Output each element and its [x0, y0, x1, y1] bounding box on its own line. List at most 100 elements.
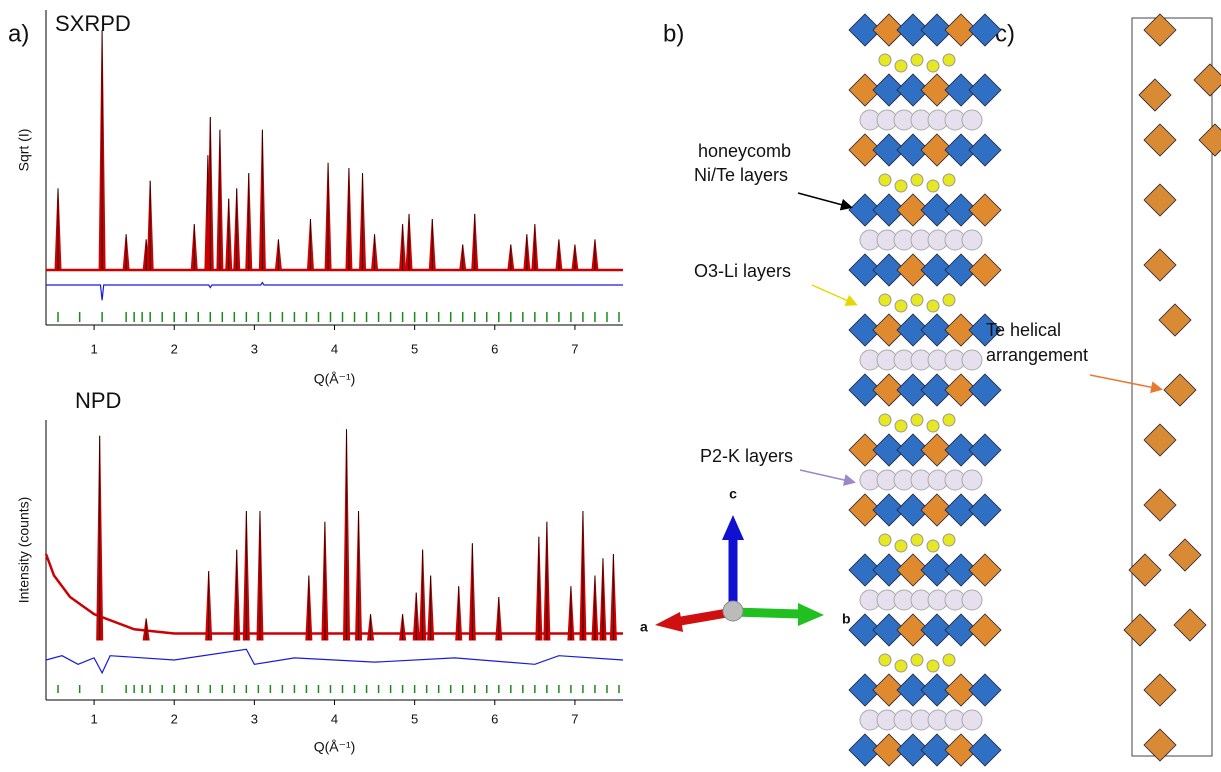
k-atom: [961, 709, 983, 731]
octahedron: [896, 733, 930, 767]
octahedron: [944, 253, 978, 287]
annotation: O3-Li layers: [694, 261, 791, 281]
octahedron: [968, 313, 1002, 347]
k-atom: [961, 349, 983, 371]
octahedron: [848, 373, 882, 407]
li-atom: [878, 533, 892, 547]
octahedron: [1123, 613, 1157, 647]
li-atom: [894, 659, 908, 673]
li-atom: [894, 299, 908, 313]
x-axis-label: Q(Å⁻¹): [314, 371, 356, 387]
x-tick-label: 2: [171, 341, 178, 356]
octahedron: [848, 433, 882, 467]
x-tick-label: 5: [411, 711, 418, 726]
x-tick-label: 7: [571, 711, 578, 726]
annotation: arrangement: [986, 345, 1088, 365]
octahedron: [944, 493, 978, 527]
li-atom: [926, 419, 940, 433]
octahedron: [920, 253, 954, 287]
octahedron: [944, 673, 978, 707]
octahedron: [968, 493, 1002, 527]
x-tick-label: 4: [331, 341, 338, 356]
octahedron: [872, 313, 906, 347]
octahedron: [1143, 123, 1177, 157]
octahedron: [920, 373, 954, 407]
octahedron: [1143, 13, 1177, 47]
li-atom: [926, 179, 940, 193]
x-tick-label: 4: [331, 711, 338, 726]
annotation: honeycomb: [698, 141, 791, 161]
octahedron: [872, 433, 906, 467]
panel-label: a): [8, 20, 29, 47]
octahedron: [848, 613, 882, 647]
octahedron: [896, 493, 930, 527]
octahedron: [968, 613, 1002, 647]
difference-curve: [45, 648, 624, 675]
unit-cell: [1131, 17, 1213, 757]
octahedron: [848, 133, 882, 167]
octahedron: [944, 73, 978, 107]
octahedron: [872, 373, 906, 407]
octahedron: [872, 553, 906, 587]
octahedron: [872, 733, 906, 767]
k-atom: [961, 229, 983, 251]
octahedron: [968, 553, 1002, 587]
octahedron: [1138, 78, 1172, 112]
octahedron: [968, 73, 1002, 107]
k-atom: [961, 469, 983, 491]
chart-title: SXRPD: [55, 11, 131, 36]
octahedron: [920, 13, 954, 47]
octahedron: [1158, 303, 1192, 337]
octahedron: [968, 133, 1002, 167]
li-atom: [942, 533, 956, 547]
li-atom: [878, 173, 892, 187]
octahedron: [968, 13, 1002, 47]
x-tick-label: 5: [411, 341, 418, 356]
octahedron: [896, 553, 930, 587]
li-atom: [910, 653, 924, 667]
axis-arrow: [798, 603, 824, 626]
li-atom: [910, 533, 924, 547]
octahedron: [944, 553, 978, 587]
arrow: [811, 284, 858, 306]
octahedron: [944, 13, 978, 47]
octahedron: [848, 733, 882, 767]
x-axis-label: Q(Å⁻¹): [314, 739, 356, 755]
octahedron: [896, 613, 930, 647]
octahedron: [1143, 488, 1177, 522]
x-tick-label: 1: [90, 341, 97, 356]
octahedron: [968, 433, 1002, 467]
octahedron: [1168, 538, 1202, 572]
octahedron: [920, 133, 954, 167]
axis-arrow: [655, 612, 683, 632]
x-tick-label: 6: [491, 711, 498, 726]
li-atom: [910, 413, 924, 427]
octahedron: [1143, 673, 1177, 707]
octahedron: [920, 313, 954, 347]
octahedron: [968, 733, 1002, 767]
x-tick-label: 6: [491, 341, 498, 356]
octahedron: [848, 553, 882, 587]
axis-label: c: [729, 486, 737, 502]
octahedron: [848, 73, 882, 107]
axis-triad: c a b: [640, 486, 851, 635]
li-atom: [942, 413, 956, 427]
octahedron: [872, 13, 906, 47]
x-tick-label: 2: [171, 711, 178, 726]
octahedron: [896, 13, 930, 47]
octahedron: [1128, 553, 1162, 587]
li-atom: [942, 173, 956, 187]
x-tick-label: 1: [90, 711, 97, 726]
octahedron: [968, 193, 1002, 227]
li-atom: [926, 659, 940, 673]
annotation: P2-K layers: [700, 446, 793, 466]
octahedron: [1198, 123, 1221, 157]
octahedron: [920, 673, 954, 707]
difference-curve: [46, 281, 623, 301]
octahedron: [848, 493, 882, 527]
x-tick-label: 3: [251, 711, 258, 726]
li-atom: [878, 413, 892, 427]
li-atom: [878, 53, 892, 67]
axis-arrow: [722, 515, 744, 540]
